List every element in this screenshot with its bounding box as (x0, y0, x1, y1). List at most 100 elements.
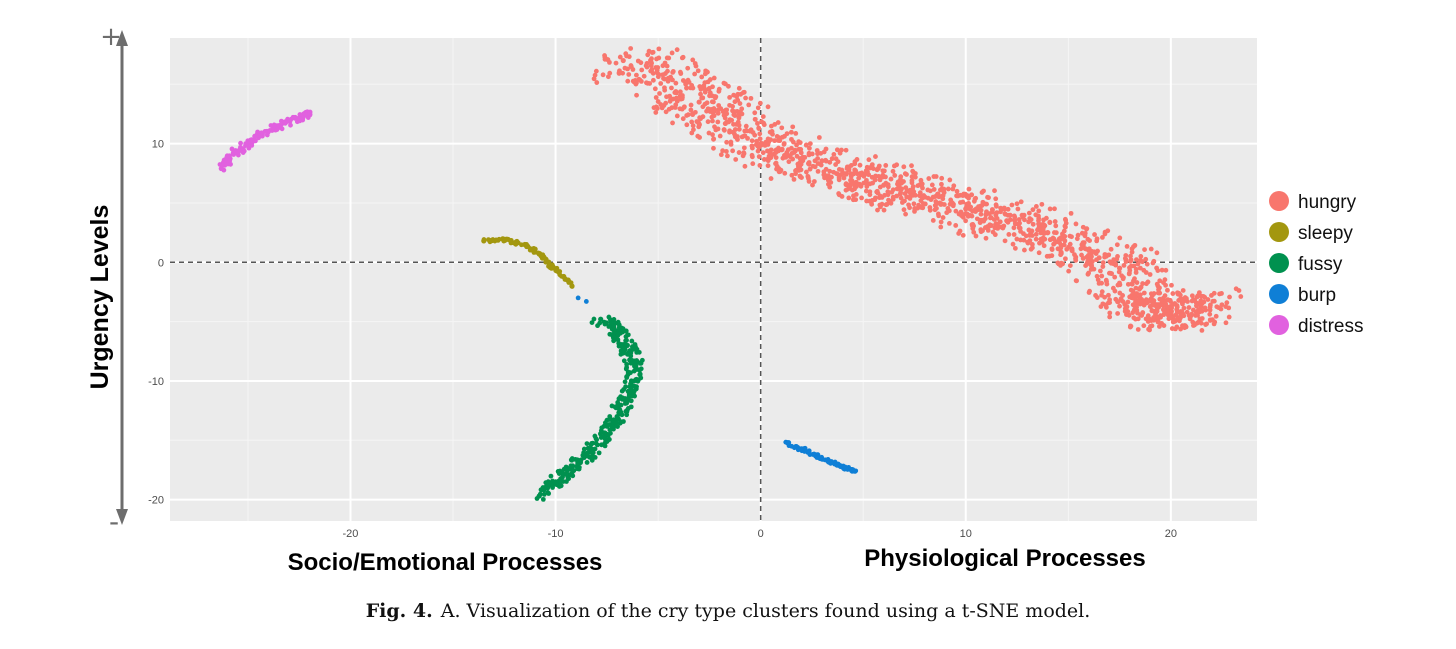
x-axis-label-right: Physiological Processes (864, 545, 1145, 572)
hungry-point (836, 191, 842, 196)
hungry-point (920, 205, 926, 211)
hungry-point (877, 195, 882, 201)
fussy-point (629, 338, 635, 344)
fussy-point (560, 469, 565, 475)
hungry-point (1014, 236, 1020, 242)
hungry-point (749, 143, 755, 149)
hungry-point (1078, 246, 1084, 252)
hungry-point (939, 181, 944, 187)
hungry-point (1067, 233, 1073, 239)
hungry-point (839, 147, 844, 153)
hungry-point (1058, 252, 1064, 258)
fussy-point (589, 449, 595, 455)
fussy-point (620, 350, 626, 356)
hungry-point (602, 56, 608, 62)
hungry-point (1029, 242, 1035, 247)
hungry-point (1108, 246, 1114, 252)
hungry-point (872, 177, 878, 183)
hungry-point (1116, 265, 1123, 271)
hungry-point (759, 119, 764, 125)
hungry-point (880, 172, 886, 178)
fussy-point (625, 351, 631, 357)
hungry-point (1174, 309, 1180, 315)
series-fussy (534, 314, 645, 502)
hungry-point (1128, 263, 1134, 269)
hungry-point (835, 159, 841, 165)
hungry-point (869, 201, 875, 207)
distress-point (236, 147, 242, 153)
hungry-point (895, 186, 901, 192)
sleepy-point (481, 237, 487, 242)
fussy-point (544, 485, 550, 491)
hungry-point (690, 123, 696, 129)
hungry-point (793, 168, 798, 174)
sleepy-point (532, 246, 538, 252)
hungry-point (667, 93, 673, 99)
hungry-point (593, 68, 599, 74)
hungry-point (1147, 304, 1153, 310)
hungry-point (1022, 247, 1027, 253)
hungry-point (912, 174, 918, 180)
hungry-point (780, 155, 786, 161)
hungry-point (909, 163, 914, 169)
hungry-point (1044, 253, 1050, 259)
hungry-point (947, 177, 953, 183)
legend-swatch-sleepy (1269, 222, 1289, 242)
y-arrow (116, 30, 128, 525)
hungry-point (634, 92, 639, 98)
hungry-point (1074, 278, 1079, 284)
fussy-point (588, 454, 594, 460)
hungry-point (758, 142, 764, 148)
sleepy-point (514, 238, 520, 244)
hungry-point (1073, 221, 1079, 227)
hungry-point (628, 64, 634, 70)
hungry-point (739, 106, 745, 112)
hungry-point (736, 150, 742, 155)
hungry-point (662, 60, 668, 66)
hungry-point (798, 159, 804, 164)
hungry-point (684, 122, 690, 128)
hungry-point (1075, 232, 1081, 238)
hungry-point (1197, 307, 1203, 312)
hungry-point (723, 81, 728, 87)
hungry-point (1115, 254, 1120, 259)
burp-point (575, 295, 581, 301)
hungry-point (1110, 285, 1116, 291)
fussy-point (628, 381, 633, 387)
hungry-point (946, 220, 952, 226)
hungry-point (620, 57, 626, 64)
hungry-point (690, 112, 696, 118)
hungry-point (1079, 242, 1085, 248)
hungry-point (1033, 204, 1039, 209)
burp-point (789, 443, 795, 449)
hungry-point (831, 169, 836, 175)
fussy-point (575, 466, 580, 472)
hungry-point (784, 131, 790, 137)
hungry-point (635, 58, 641, 64)
series-sleepy (481, 236, 575, 289)
hungry-point (953, 223, 959, 228)
hungry-point (710, 118, 715, 124)
hungry-point (1189, 293, 1195, 299)
hungry-point (1036, 221, 1041, 227)
hungry-point (1047, 206, 1053, 212)
hungry-point (779, 147, 785, 153)
hungry-point (1115, 299, 1120, 305)
hungry-point (1135, 327, 1141, 332)
hungry-point (836, 175, 842, 181)
hungry-point (1012, 217, 1018, 223)
fussy-point (612, 326, 617, 332)
hungry-point (966, 186, 972, 192)
hungry-point (655, 99, 661, 104)
hungry-point (1015, 206, 1021, 212)
fussy-point (623, 366, 629, 372)
fussy-point (628, 370, 633, 376)
hungry-point (776, 169, 782, 175)
hungry-point (890, 168, 896, 174)
hungry-point (1146, 326, 1151, 332)
fussy-point (628, 398, 634, 404)
hungry-point (730, 148, 736, 154)
hungry-point (1086, 246, 1092, 252)
hungry-point (1128, 287, 1134, 293)
hungry-point (702, 101, 708, 107)
